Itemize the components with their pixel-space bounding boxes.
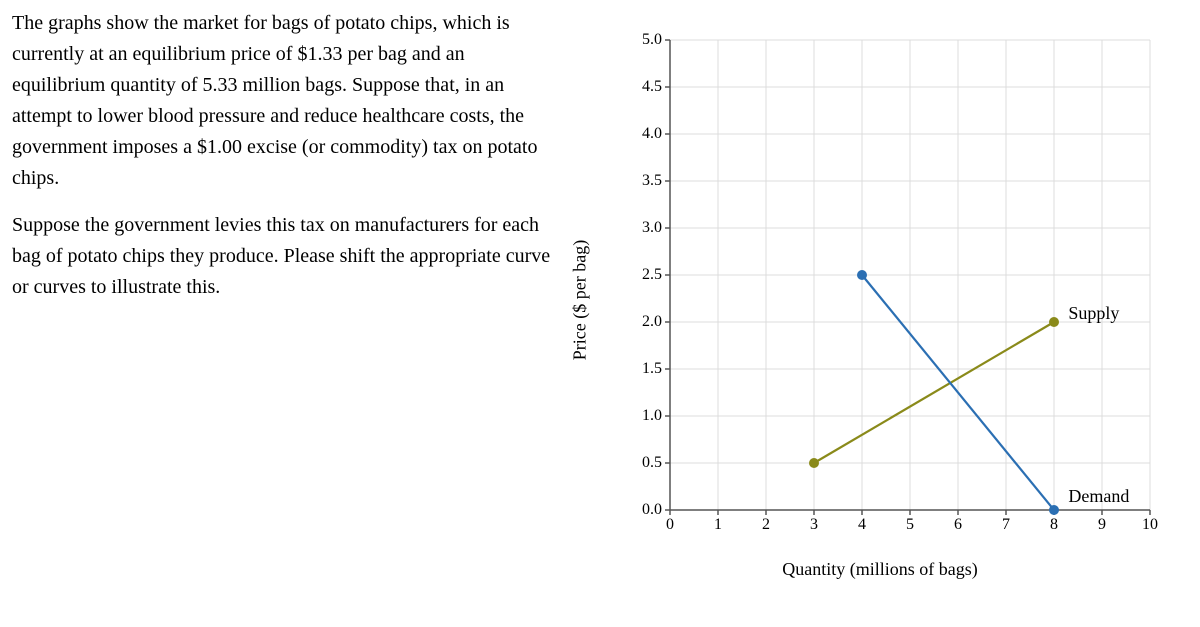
x-tick-label: 1: [714, 516, 722, 534]
y-axis-label: Price ($ per bag): [570, 240, 591, 360]
y-tick-label: 2.5: [642, 266, 662, 284]
y-tick-label: 0.5: [642, 454, 662, 472]
x-tick-label: 3: [810, 516, 818, 534]
paragraph-1: The graphs show the market for bags of p…: [12, 8, 560, 194]
y-tick-label: 3.0: [642, 219, 662, 237]
y-tick-label: 3.5: [642, 172, 662, 190]
y-tick-label: 2.0: [642, 313, 662, 331]
demand-curve-endpoint[interactable]: [1049, 505, 1059, 515]
demand-curve-label: Demand: [1068, 486, 1129, 507]
x-tick-label: 6: [954, 516, 962, 534]
x-tick-label: 5: [906, 516, 914, 534]
x-tick-label: 8: [1050, 516, 1058, 534]
supply-curve-endpoint[interactable]: [1049, 317, 1059, 327]
y-tick-label: 4.5: [642, 78, 662, 96]
paragraph-2: Suppose the government levies this tax o…: [12, 210, 560, 303]
x-tick-label: 4: [858, 516, 866, 534]
chart-area: Price ($ per bag) 0123456789100.00.51.01…: [590, 0, 1200, 627]
x-tick-label: 2: [762, 516, 770, 534]
y-tick-label: 4.0: [642, 125, 662, 143]
x-tick-label: 9: [1098, 516, 1106, 534]
demand-curve-endpoint[interactable]: [857, 270, 867, 280]
plot-area[interactable]: 0123456789100.00.51.01.52.02.53.03.54.04…: [670, 40, 1150, 510]
x-axis-label: Quantity (millions of bags): [782, 559, 977, 580]
supply-curve-line[interactable]: [814, 322, 1054, 463]
supply-curve-endpoint[interactable]: [809, 458, 819, 468]
x-tick-label: 0: [666, 516, 674, 534]
x-tick-label: 7: [1002, 516, 1010, 534]
question-text: The graphs show the market for bags of p…: [0, 0, 590, 627]
y-tick-label: 1.5: [642, 360, 662, 378]
y-tick-label: 0.0: [642, 501, 662, 519]
y-tick-label: 5.0: [642, 31, 662, 49]
y-tick-label: 1.0: [642, 407, 662, 425]
supply-curve-label: Supply: [1068, 303, 1119, 324]
x-tick-label: 10: [1142, 516, 1158, 534]
chart-wrap: Price ($ per bag) 0123456789100.00.51.01…: [590, 20, 1170, 580]
